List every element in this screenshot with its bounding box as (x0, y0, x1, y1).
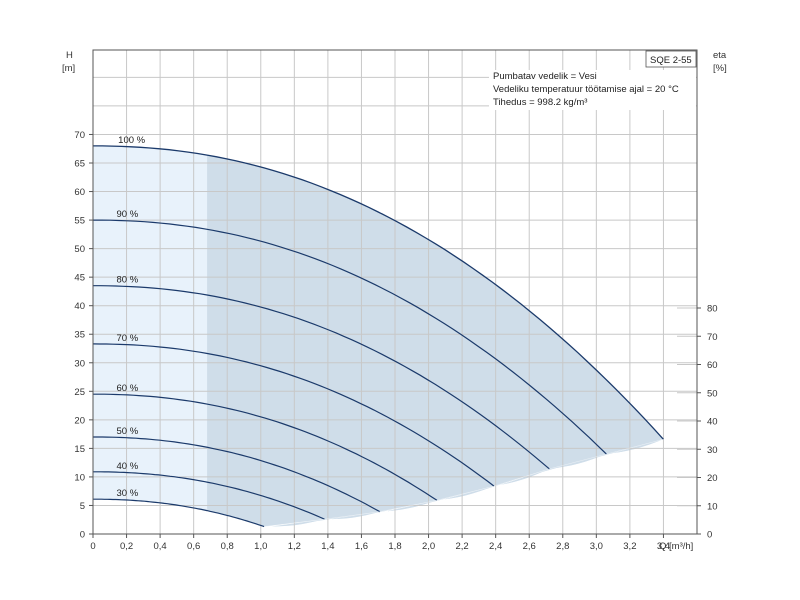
plot-frame (92, 49, 698, 535)
y-right-tick-label-6: 60 (707, 360, 718, 371)
y-right-tick-label-4: 40 (707, 417, 718, 428)
series-curve-6 (93, 471, 325, 520)
x-tick-label-9: 1,8 (388, 541, 401, 552)
y-left-tick-label-6: 30 (74, 358, 85, 369)
y-left-tick-label-4: 20 (74, 415, 85, 426)
y-right-tick-label-5: 50 (707, 388, 718, 399)
y-left-tick-label-5: 25 (74, 387, 85, 398)
info-liquid: Pumbatav vedelik = Vesi (493, 71, 597, 82)
operating-range-area (207, 155, 664, 527)
y-right-tick-label-2: 20 (707, 473, 718, 484)
x-tick-label-8: 1,6 (355, 541, 368, 552)
y-right-tick-label-7: 70 (707, 332, 718, 343)
x-tick-label-12: 2,4 (489, 541, 502, 552)
y-left-title-2: [m] (62, 63, 75, 74)
y-left-tick-label-3: 15 (74, 444, 85, 455)
series-curve-7 (93, 498, 265, 528)
series-curve-4 (93, 393, 438, 501)
series-curve-0 (93, 145, 664, 440)
x-tick-label-10: 2,0 (422, 541, 435, 552)
x-tick-label-0: 0 (90, 541, 95, 552)
model-badge: SQE 2-55 (650, 55, 692, 66)
y-right-title-2: [%] (713, 63, 727, 74)
series-label-3: 70 % (116, 333, 138, 344)
y-right-tick-label-0: 0 (707, 530, 712, 541)
model-badge-box (645, 50, 697, 68)
y-left-tick-label-8: 40 (74, 301, 85, 312)
info-box (489, 70, 696, 110)
x-tick-label-4: 0,8 (221, 541, 234, 552)
y-left-tick-label-10: 50 (74, 244, 85, 255)
series-curve-1 (93, 219, 607, 455)
series-label-4: 60 % (116, 383, 138, 394)
operating-lower-boundary (264, 439, 664, 527)
x-tick-label-17: 3,4 (657, 541, 670, 552)
y-left-tick-label-7: 35 (74, 330, 85, 341)
series-label-5: 50 % (116, 426, 138, 437)
y-left-tick-label-0: 0 (80, 530, 85, 541)
y-right-tick-label-1: 10 (707, 501, 718, 512)
y-left-tick-label-14: 70 (74, 130, 85, 141)
y-right-tick-label-8: 80 (707, 304, 718, 315)
y-left-tick-label-1: 5 (80, 501, 85, 512)
x-tick-label-7: 1,4 (321, 541, 334, 552)
x-tick-label-1: 0,2 (120, 541, 133, 552)
series-curve-2 (93, 285, 550, 470)
y-left-title-1: H (66, 50, 73, 61)
y-left-tick-label-9: 45 (74, 273, 85, 284)
x-axis-title: Q [m³/h] (659, 541, 693, 552)
series-label-2: 80 % (116, 275, 138, 286)
series-curve-3 (92, 343, 495, 487)
x-tick-label-2: 0,4 (154, 541, 167, 552)
x-tick-label-13: 2,6 (523, 541, 536, 552)
y-left-tick-label-2: 10 (74, 472, 85, 483)
y-left-tick-label-11: 55 (74, 216, 85, 227)
series-label-6: 40 % (116, 461, 138, 472)
y-left-tick-label-12: 60 (74, 187, 85, 198)
x-tick-label-15: 3,0 (590, 541, 603, 552)
x-tick-label-3: 0,6 (187, 541, 200, 552)
series-label-7: 30 % (116, 488, 138, 499)
x-tick-label-16: 3,2 (623, 541, 636, 552)
series-curve-5 (93, 436, 381, 513)
x-tick-label-6: 1,2 (288, 541, 301, 552)
x-tick-label-11: 2,2 (456, 541, 469, 552)
y-left-tick-label-13: 65 (74, 159, 85, 170)
x-tick-label-5: 1,0 (254, 541, 267, 552)
x-tick-label-14: 2,8 (556, 541, 569, 552)
info-temperature: Vedeliku temperatuur töötamise ajal = 20… (493, 84, 679, 95)
info-density: Tihedus = 998.2 kg/m³ (493, 97, 587, 108)
series-label-1: 90 % (116, 209, 138, 220)
series-label-0: 100 % (118, 135, 145, 146)
y-right-title-1: eta (713, 50, 727, 61)
y-right-tick-label-3: 30 (707, 445, 718, 456)
